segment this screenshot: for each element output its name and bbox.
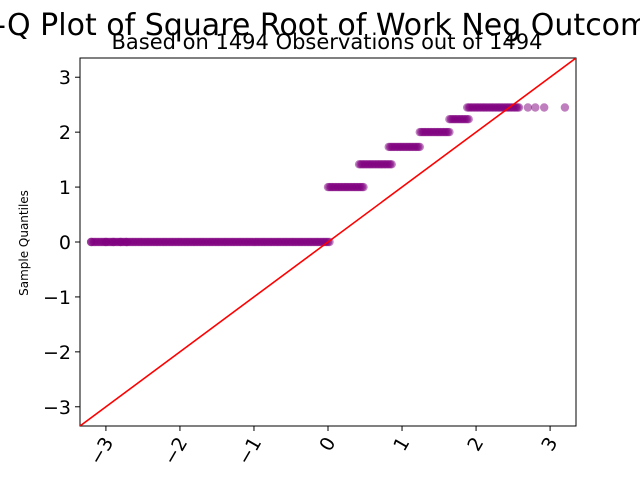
x-tick-label: 0 xyxy=(315,434,340,455)
y-tick-label: 1 xyxy=(59,177,71,199)
y-tick-label: −1 xyxy=(43,287,71,309)
data-point xyxy=(359,182,368,192)
data-point xyxy=(560,103,570,112)
data-point xyxy=(387,160,396,169)
chart-subtitle: Based on 1494 Observations out of 1494 xyxy=(111,30,542,54)
data-point xyxy=(445,127,454,137)
data-point xyxy=(122,237,131,247)
points-group xyxy=(86,103,570,247)
x-tick-label: 3 xyxy=(537,434,562,455)
data-point xyxy=(109,237,118,247)
chart-title: Q-Q Plot of Square Root of Work Neg Outc… xyxy=(0,8,640,43)
data-point xyxy=(514,103,524,112)
reference-line xyxy=(80,58,576,426)
y-tick-label: 0 xyxy=(59,232,71,254)
data-point xyxy=(531,103,540,112)
data-point xyxy=(86,237,96,247)
data-point xyxy=(540,103,549,112)
data-point xyxy=(116,237,125,247)
data-points xyxy=(86,103,570,247)
x-tick-label: −2 xyxy=(159,434,192,469)
y-tick-label: −3 xyxy=(43,397,71,419)
x-tick-label: 1 xyxy=(389,434,414,455)
x-tick-label: −1 xyxy=(233,434,266,469)
y-tick-label: 2 xyxy=(59,122,71,144)
data-point xyxy=(415,142,424,152)
y-axis-label: Sample Quantiles xyxy=(17,190,31,296)
x-tick-label: −3 xyxy=(85,434,118,469)
axis-ticks: −3 −2 −1 0 1 2 3 −3 −2 −1 0 1 2 3 xyxy=(43,67,562,469)
x-tick-label: 2 xyxy=(463,434,488,455)
reference-line-group xyxy=(80,58,576,426)
data-point xyxy=(101,237,111,247)
y-tick-label: 3 xyxy=(59,67,71,89)
data-point xyxy=(523,103,533,112)
y-tick-label: −2 xyxy=(43,342,71,364)
data-point xyxy=(464,115,473,124)
